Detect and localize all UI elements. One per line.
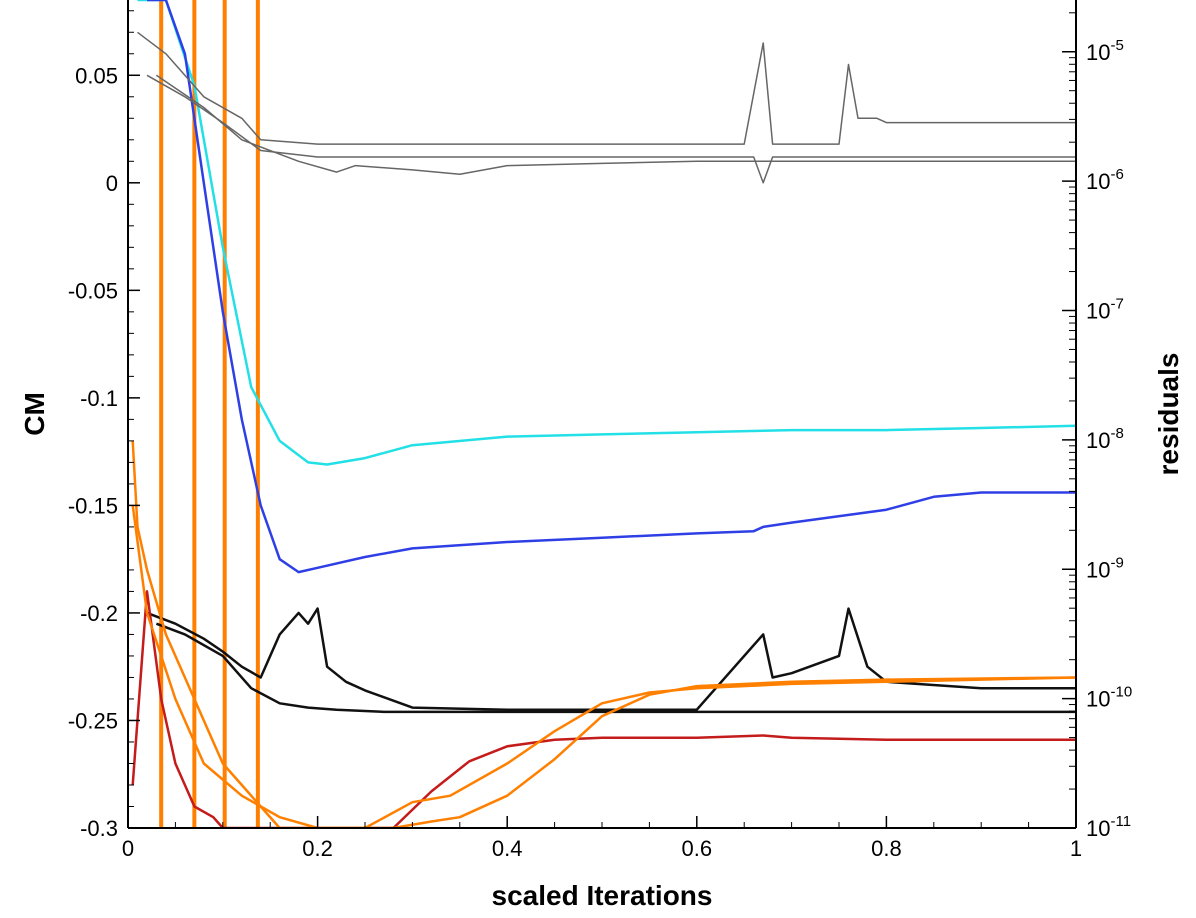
y2-tick-label: 10-10 bbox=[1086, 684, 1132, 712]
series-layer bbox=[131, 0, 1076, 828]
y-tick-label: -0.05 bbox=[68, 278, 118, 303]
y2-tick-label: 10-5 bbox=[1086, 37, 1124, 65]
series-line-8 bbox=[131, 440, 1076, 828]
series-line-1 bbox=[147, 0, 1076, 574]
x-tick-label: 0.4 bbox=[492, 836, 523, 861]
series-line-2 bbox=[155, 622, 1076, 714]
y-tick-label: -0.3 bbox=[80, 816, 118, 841]
y2-tick-label: 10-9 bbox=[1086, 554, 1124, 582]
y-tick-label: -0.1 bbox=[80, 386, 118, 411]
y2-tick-label: 10-11 bbox=[1086, 813, 1131, 841]
y-tick-label: 0.05 bbox=[75, 63, 118, 88]
y2-tick-label: 10-6 bbox=[1086, 166, 1124, 194]
series-line-5 bbox=[146, 74, 1076, 184]
y-tick-label: -0.15 bbox=[68, 493, 118, 518]
series-line-7 bbox=[131, 590, 1076, 828]
y-tick-label: 0 bbox=[106, 171, 118, 196]
series-line-3 bbox=[146, 607, 1076, 711]
series-line-0 bbox=[137, 0, 1076, 466]
y-tick-label: -0.2 bbox=[80, 601, 118, 626]
x-tick-label: 1 bbox=[1070, 836, 1082, 861]
y2-tick-label: 10-7 bbox=[1086, 296, 1124, 324]
x-axis-title: scaled Iterations bbox=[492, 880, 713, 911]
y2-axis-title: residuals bbox=[1153, 353, 1184, 476]
series-line-6 bbox=[155, 74, 1076, 175]
y2-tick-label: 10-8 bbox=[1086, 425, 1124, 453]
series-line-4 bbox=[137, 31, 1076, 145]
y-tick-label: -0.25 bbox=[68, 708, 118, 733]
x-tick-label: 0.2 bbox=[302, 836, 333, 861]
y-axis-title: CM bbox=[19, 392, 50, 436]
x-tick-label: 0.8 bbox=[871, 836, 902, 861]
x-tick-label: 0.6 bbox=[682, 836, 713, 861]
series-line-9 bbox=[131, 505, 1076, 828]
tick-layer: 0 0.2 0.4 0.6 0.8 1 0.05 0 -0.05 -0.1 -0.15 -0.2 -0.… bbox=[68, 10, 1132, 861]
x-tick-label: 0 bbox=[122, 836, 134, 861]
